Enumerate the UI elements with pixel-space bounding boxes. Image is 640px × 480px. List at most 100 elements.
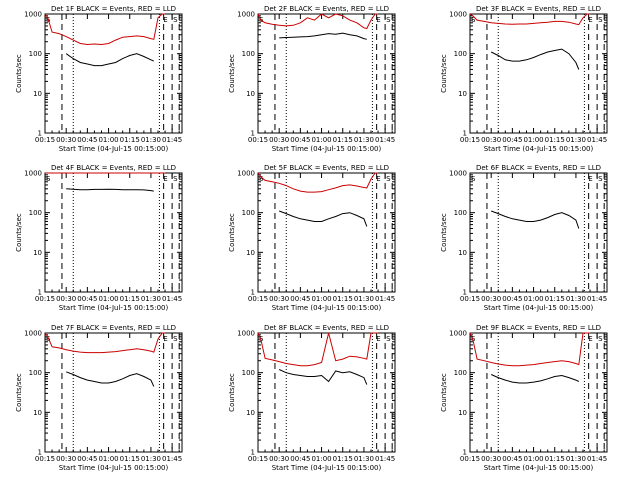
- chart-title: Det 1F BLACK = Events, RED = LLD: [51, 5, 176, 13]
- chart-panel-2: Det 2F BLACK = Events, RED = LLD 1 10 100 10…: [228, 5, 396, 153]
- x-axis-label: Start Time (04-Jul-15 00:15:00): [272, 304, 382, 312]
- x-tick-label: 01:15: [545, 136, 565, 144]
- y-tick-label: 1: [38, 289, 42, 297]
- x-tick-label: 01:00: [98, 455, 118, 463]
- segment-annotation: S: [173, 16, 178, 24]
- x-tick-label: 01:00: [98, 136, 118, 144]
- x-tick-label: 01:45: [162, 295, 182, 303]
- y-axis-label: Counts/sec: [15, 54, 23, 93]
- series-line-events: [65, 53, 155, 67]
- chart-title: Det 5F BLACK = Events, RED = LLD: [264, 164, 389, 172]
- segment-annotation: S: [46, 175, 51, 183]
- y-tick-label: 1000: [24, 11, 42, 19]
- y-tick-label: 1000: [449, 330, 467, 338]
- y-tick-label: 100: [454, 50, 467, 58]
- x-tick-label: 00:15: [460, 455, 480, 463]
- chart-panel-9: Det 9F BLACK = Events, RED = LLD 1 10 100 10…: [440, 324, 608, 472]
- series-line-lld: [44, 332, 166, 354]
- x-tick-label: 01:45: [375, 295, 395, 303]
- y-axis-label: Counts/sec: [15, 213, 23, 252]
- segment-annotation: E: [376, 16, 380, 24]
- x-tick-label: 00:15: [35, 455, 55, 463]
- x-tick-label: 00:15: [248, 136, 268, 144]
- x-tick-label: 01:00: [311, 295, 331, 303]
- x-tick-label: 01:00: [523, 295, 543, 303]
- y-tick-label: 1000: [24, 330, 42, 338]
- x-axis-label: Start Time (04-Jul-15 00:15:00): [484, 145, 594, 153]
- y-tick-label: 10: [458, 90, 467, 98]
- y-tick-label: 10: [458, 249, 467, 257]
- x-tick-label: 00:15: [35, 136, 55, 144]
- y-tick-label: 1: [251, 130, 255, 138]
- plot-frame: [469, 13, 608, 134]
- y-tick-label: 1000: [237, 170, 255, 178]
- chart-panel-6: Det 6F BLACK = Events, RED = LLD 1 10 100 10…: [440, 164, 608, 312]
- series-line-lld: [44, 13, 166, 46]
- plot-frame: [44, 172, 183, 293]
- x-tick-label: 00:30: [269, 295, 289, 303]
- plot-frame: [44, 13, 183, 134]
- y-tick-label: 1: [463, 289, 467, 297]
- segment-annotation: S: [598, 16, 603, 24]
- segment-annotation: E: [588, 16, 592, 24]
- series-line-lld: [469, 13, 591, 26]
- x-tick-label: 00:45: [77, 455, 97, 463]
- x-tick-label: 01:30: [141, 295, 161, 303]
- x-axis-label: Start Time (04-Jul-15 00:15:00): [59, 145, 169, 153]
- segment-annotation: S: [471, 335, 476, 343]
- y-tick-label: 1000: [237, 11, 255, 19]
- x-tick-label: 00:30: [481, 295, 501, 303]
- plot-frame: [257, 172, 396, 293]
- x-tick-label: 01:30: [354, 455, 374, 463]
- x-tick-label: 00:30: [269, 455, 289, 463]
- chart-title: Det 4F BLACK = Events, RED = LLD: [51, 164, 176, 172]
- segment-annotation: S: [598, 335, 603, 343]
- x-tick-label: 01:30: [141, 455, 161, 463]
- x-tick-label: 00:30: [56, 136, 76, 144]
- x-tick-label: 01:45: [587, 295, 607, 303]
- segment-annotation: E: [376, 335, 380, 343]
- x-tick-label: 01:00: [311, 455, 331, 463]
- segment-annotation: E: [588, 175, 592, 183]
- y-axis-label: Counts/sec: [440, 373, 448, 412]
- x-tick-label: 00:30: [481, 136, 501, 144]
- y-tick-label: 1: [463, 449, 467, 457]
- x-tick-label: 00:15: [460, 136, 480, 144]
- y-tick-label: 1: [38, 130, 42, 138]
- x-tick-label: 01:45: [375, 455, 395, 463]
- y-tick-label: 1: [463, 130, 467, 138]
- y-tick-label: 100: [242, 209, 255, 217]
- x-tick-label: 00:45: [77, 136, 97, 144]
- x-tick-label: 00:15: [35, 295, 55, 303]
- x-tick-label: 01:30: [566, 295, 586, 303]
- x-tick-label: 01:15: [333, 295, 353, 303]
- x-tick-label: 00:30: [269, 136, 289, 144]
- chart-panel-8: Det 8F BLACK = Events, RED = LLD 1 10 100 10…: [228, 324, 396, 472]
- segment-annotation: S: [598, 175, 603, 183]
- x-tick-label: 00:15: [460, 295, 480, 303]
- series-line-events: [66, 188, 154, 192]
- x-tick-label: 01:30: [566, 136, 586, 144]
- series-line-events: [279, 32, 367, 40]
- series-line-events: [490, 48, 580, 70]
- x-tick-label: 01:00: [98, 295, 118, 303]
- segment-annotation: S: [471, 16, 476, 24]
- y-tick-label: 1: [38, 449, 42, 457]
- y-tick-label: 100: [454, 209, 467, 217]
- y-tick-label: 1: [251, 449, 255, 457]
- y-tick-label: 10: [33, 409, 42, 417]
- segment-annotation: S: [386, 16, 391, 24]
- x-axis-label: Start Time (04-Jul-15 00:15:00): [59, 464, 169, 472]
- y-tick-label: 100: [454, 369, 467, 377]
- y-tick-label: 10: [458, 409, 467, 417]
- segment-annotation: S: [259, 175, 264, 183]
- segment-annotation: E: [588, 335, 592, 343]
- chart-title: Det 3F BLACK = Events, RED = LLD: [476, 5, 601, 13]
- x-tick-label: 01:00: [311, 136, 331, 144]
- plot-frame: [469, 172, 608, 293]
- x-tick-label: 00:30: [56, 295, 76, 303]
- chart-panel-3: Det 3F BLACK = Events, RED = LLD 1 10 100 10…: [440, 5, 608, 153]
- x-tick-label: 00:45: [290, 455, 310, 463]
- x-tick-label: 01:30: [354, 295, 374, 303]
